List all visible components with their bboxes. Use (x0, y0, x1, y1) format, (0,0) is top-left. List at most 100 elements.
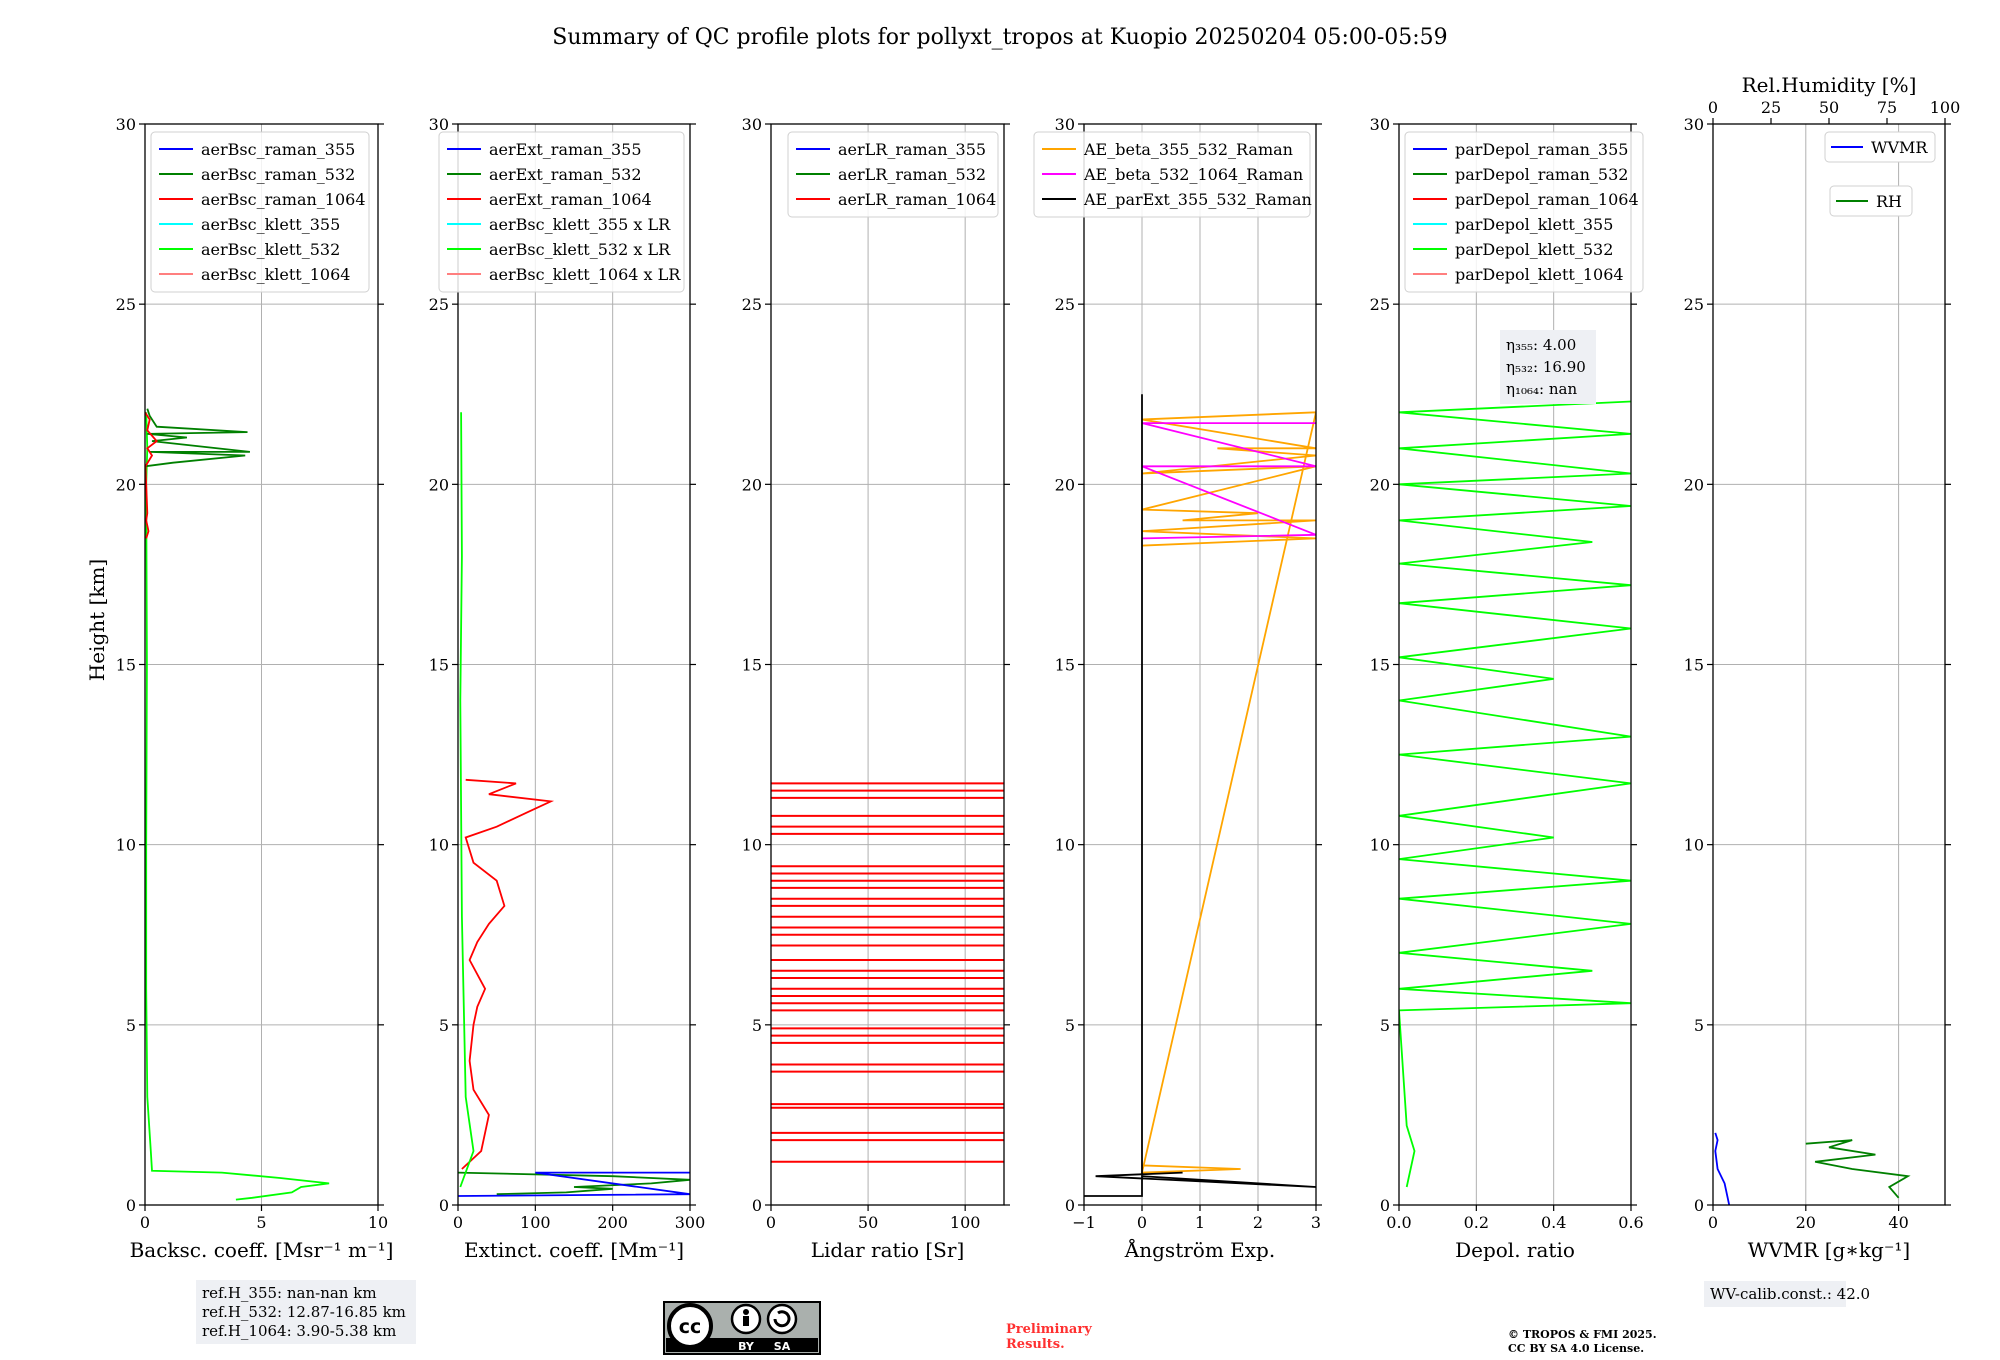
y-tick-label: 20 (742, 475, 762, 494)
refh-355: ref.H_355: nan-nan km (202, 1284, 377, 1302)
y-tick-label: 15 (1684, 656, 1704, 675)
legend-entry: aerBsc_raman_1064 (201, 190, 366, 209)
y-tick-label: 0 (752, 1196, 762, 1215)
y-tick-label: 5 (439, 1016, 449, 1035)
series-line-parDepol_klett_532 (1399, 400, 1631, 1188)
y-tick-label: 25 (1370, 295, 1390, 314)
x-tick-label: 100 (950, 1213, 981, 1232)
x-tick-label: 10 (368, 1213, 388, 1232)
legend-entry: aerBsc_klett_1064 x LR (489, 265, 681, 284)
copyright-line-1: © TROPOS & FMI 2025. (1508, 1328, 1657, 1341)
y-tick-label: 15 (742, 656, 762, 675)
legend-entry: parDepol_klett_355 (1455, 215, 1613, 234)
series-group (771, 782, 1004, 1163)
panel-3: 0 50 100 0 5 10 15 20 25 30 Lidar ratio [Sr] aerLR_… (742, 115, 1010, 1262)
legend-entry: aerExt_raman_532 (489, 165, 642, 184)
legend-entry: aerBsc_klett_1064 (201, 265, 350, 284)
series-line-aerExt_raman_355 (458, 1171, 690, 1197)
copyright-line-2: CC BY SA 4.0 License. (1508, 1342, 1644, 1355)
refh-background (196, 1280, 416, 1344)
x-tick-label: 50 (858, 1213, 878, 1232)
x-tick-label: 40 (1888, 1213, 1908, 1232)
legend-entry: aerBsc_klett_355 x LR (489, 215, 671, 234)
y-tick-label: 0 (1380, 1196, 1390, 1215)
series-line-AE_beta_532_1064_Raman (1141, 422, 1316, 540)
y-tick-label: 20 (116, 475, 136, 494)
legend-box (1824, 131, 1936, 163)
axes-frame (1083, 123, 1317, 1206)
series-group (1714, 1132, 1911, 1205)
legend-entry: aerBsc_klett_532 x LR (489, 240, 671, 259)
legend-box (787, 131, 999, 218)
legend: aerExt_raman_355 aerExt_raman_532 aerExt_r… (438, 131, 685, 293)
legend-entry: parDepol_klett_532 (1455, 240, 1613, 259)
series-line-aerBsc_raman_532 (145, 408, 250, 468)
y-tick-label: 5 (1380, 1016, 1390, 1035)
badge-sa-text: SA (774, 1340, 791, 1353)
y-tick-label: 25 (116, 295, 136, 314)
legend-entry: parDepol_raman_355 (1455, 140, 1628, 159)
y-tick-label: 5 (1065, 1016, 1075, 1035)
y-tick-label: 10 (1370, 836, 1390, 855)
y-tick-label: 10 (1055, 836, 1075, 855)
y-tick-label: 30 (1370, 115, 1390, 134)
legend-entry: aerLR_raman_532 (838, 165, 986, 184)
x-tick-label: −1 (1072, 1213, 1096, 1232)
y-tick-label: 25 (429, 295, 449, 314)
eta-annotation-line: η₃₅₅: 4.00 (1506, 336, 1576, 354)
legend-entry: aerBsc_klett_532 (201, 240, 340, 259)
y-tick-label: 30 (742, 115, 762, 134)
legend-entry: aerLR_raman_355 (838, 140, 986, 159)
legend-box (1404, 131, 1644, 293)
legend: parDepol_raman_355 parDepol_raman_532 parD… (1404, 131, 1644, 293)
refh-1064: ref.H_1064: 3.90-5.38 km (202, 1322, 396, 1340)
x-tick-label: 0 (1708, 1213, 1718, 1232)
legend-entry: AE_beta_355_532_Raman (1083, 140, 1293, 159)
y-tick-label: 25 (1684, 295, 1704, 314)
y-tick-label: 30 (1684, 115, 1704, 134)
panel-5: 0.0 0.2 0.4 0.6 0 5 10 15 20 25 30 Depol. ratio η₃₅₅… (1370, 115, 1644, 1262)
wv-calib-box (1704, 1281, 1846, 1307)
x-axis-label: Lidar ratio [Sr] (811, 1238, 965, 1262)
x-axis-label: Extinct. coeff. [Mm⁻¹] (464, 1238, 684, 1262)
series-line-AE_parExt_355_532_Raman (1084, 394, 1316, 1197)
by-icon-body (743, 1316, 749, 1326)
y-tick-label: 15 (429, 656, 449, 675)
x-tick-label: 0.6 (1618, 1213, 1643, 1232)
y-tick-label: 0 (1694, 1196, 1704, 1215)
x-tick-label: 0 (140, 1213, 150, 1232)
series-line-aerBsc_klett_532 (145, 412, 330, 1201)
legend-entry: AE_beta_532_1064_Raman (1083, 165, 1303, 184)
x-axis-label: Ångström Exp. (1124, 1237, 1275, 1262)
axes-frame (1398, 123, 1632, 1206)
legend-entry: AE_parExt_355_532_Raman (1083, 190, 1312, 209)
legend: AE_beta_355_532_Raman AE_beta_532_1064_Ra… (1033, 131, 1312, 218)
y-tick-label: 5 (752, 1016, 762, 1035)
figure-title: Summary of QC profile plots for pollyxt_… (552, 25, 1447, 50)
refh-532: ref.H_532: 12.87-16.85 km (202, 1303, 406, 1321)
y-tick-label: 25 (742, 295, 762, 314)
legend-box (1829, 185, 1913, 217)
axes-frame (770, 123, 1005, 1206)
x-axis-label: Depol. ratio (1455, 1238, 1575, 1262)
series-group (458, 412, 690, 1197)
legend-entry: parDepol_klett_1064 (1455, 265, 1624, 284)
sa-icon (766, 1303, 798, 1335)
cc-license-badge: cc BY SA (663, 1301, 821, 1355)
x-tick-label: 5 (256, 1213, 266, 1232)
y-axis-label: Height [km] (85, 559, 109, 681)
panel-2: 0 100 200 300 0 5 10 15 20 25 30 Extinct. coeff. [M… (429, 115, 706, 1262)
x-tick-label: 300 (675, 1213, 706, 1232)
series-line-aerExt_raman_532 (458, 1171, 690, 1196)
y-tick-label: 15 (116, 656, 136, 675)
axes-frame (144, 123, 379, 1206)
series-line-aerBsc_raman_1064 (145, 411, 159, 539)
panel-6: 0 20 40 0 5 10 15 20 25 30 WVMR [g∗kg⁻¹] 0 25 50 75 100… (1684, 73, 1961, 1262)
y-tick-label: 20 (1055, 475, 1075, 494)
cc-icon (667, 1303, 713, 1349)
y-tick-label: 0 (1065, 1196, 1075, 1215)
x-tick-label: 200 (597, 1213, 628, 1232)
series-line-RH (1805, 1139, 1911, 1199)
